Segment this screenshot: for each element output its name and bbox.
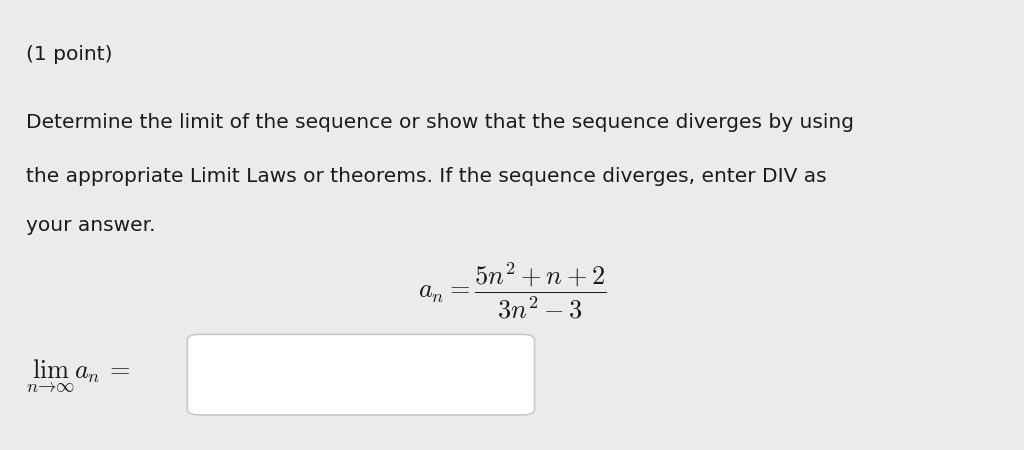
Text: $a_n = \dfrac{5n^2 + n + 2}{3n^2 - 3}$: $a_n = \dfrac{5n^2 + n + 2}{3n^2 - 3}$ <box>418 260 606 320</box>
Text: Determine the limit of the sequence or show that the sequence diverges by using: Determine the limit of the sequence or s… <box>26 112 854 131</box>
Text: the appropriate Limit Laws or theorems. If the sequence diverges, enter DIV as: the appropriate Limit Laws or theorems. … <box>26 166 826 185</box>
Text: (1 point): (1 point) <box>26 45 112 64</box>
Text: your answer.: your answer. <box>26 216 155 235</box>
Text: $\lim_{n \to \infty} a_n =$: $\lim_{n \to \infty} a_n =$ <box>26 358 130 394</box>
FancyBboxPatch shape <box>187 334 535 415</box>
